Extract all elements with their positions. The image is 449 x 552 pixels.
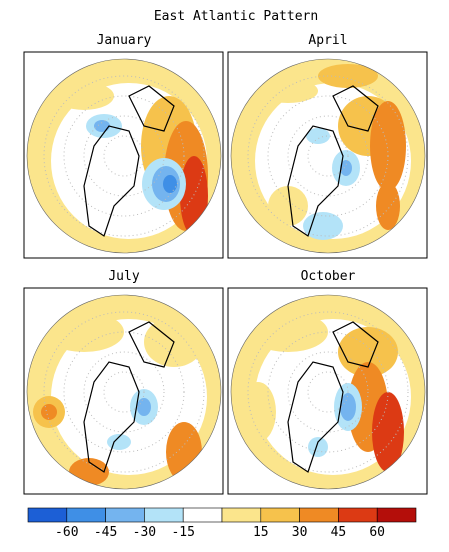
panel-title: January <box>97 33 152 48</box>
colorbar-box <box>182 507 223 523</box>
coastline <box>83 85 175 237</box>
anomaly-layer <box>240 312 404 472</box>
panel-title: April <box>308 33 347 48</box>
latitude-line <box>287 351 369 433</box>
panel-frame <box>227 51 428 259</box>
anomaly-blob <box>306 128 330 144</box>
map-edge <box>26 58 222 254</box>
latitude-line <box>83 351 165 433</box>
anomaly-blob <box>268 186 308 226</box>
colorbar-box <box>66 507 106 523</box>
anomaly-blob <box>54 82 114 110</box>
anomaly-blob <box>44 312 124 352</box>
panel-frame <box>23 287 224 495</box>
colorbar-label: -45 <box>94 525 117 540</box>
anomaly-blob <box>180 156 208 236</box>
anomaly-blob <box>303 212 343 240</box>
latitude-line <box>247 311 409 473</box>
anomaly-blob <box>376 182 400 230</box>
colorbar-box <box>260 507 300 523</box>
latitude-line <box>43 311 205 473</box>
panel-frame <box>227 287 428 495</box>
map-edge <box>230 294 426 490</box>
latitude-line <box>83 115 165 197</box>
latitude-line <box>43 75 205 237</box>
latitude-line <box>63 95 185 217</box>
anomaly-blob <box>340 160 352 176</box>
panel-title: October <box>301 269 356 284</box>
anomaly-blob <box>308 437 328 457</box>
colorbar-box <box>27 507 68 523</box>
anomaly-blob <box>41 404 57 420</box>
colorbar-label: 30 <box>292 525 308 540</box>
anomaly-blob <box>166 422 202 482</box>
anomaly-blob <box>163 175 177 193</box>
panel-title: July <box>108 269 139 284</box>
coastline <box>287 85 379 237</box>
anomaly-layer <box>258 64 406 240</box>
latitude-line <box>103 135 145 177</box>
anomaly-blob <box>338 327 398 377</box>
anomaly-blob <box>318 64 378 88</box>
colorbar-box <box>376 507 417 523</box>
colorbar-label: -30 <box>133 525 156 540</box>
colorbar-box <box>144 507 184 523</box>
anomaly-blob <box>258 79 318 103</box>
map-panel <box>227 287 428 495</box>
panel-frame <box>23 51 224 259</box>
anomaly-blob <box>340 393 356 421</box>
latitude-line <box>267 331 389 453</box>
coastline <box>83 321 175 473</box>
colorbar-label: -60 <box>55 525 78 540</box>
colorbar-label: -15 <box>171 525 194 540</box>
latitude-line <box>307 135 349 177</box>
map-edge <box>26 294 222 490</box>
colorbar-box <box>221 507 262 523</box>
anomaly-blob <box>248 312 328 352</box>
coastline <box>287 321 379 473</box>
colorbar-label: 15 <box>253 525 269 540</box>
map-edge <box>230 58 426 254</box>
map-panel <box>23 287 224 495</box>
latitude-line <box>307 371 349 413</box>
map-panel <box>23 51 224 259</box>
anomaly-blob <box>372 392 404 472</box>
colorbar-box <box>299 507 339 523</box>
figure-title: East Atlantic Pattern <box>154 9 318 24</box>
colorbar-label: 45 <box>331 525 347 540</box>
latitude-line <box>247 75 409 237</box>
anomaly-blob <box>370 101 406 191</box>
anomaly-blob <box>94 120 110 132</box>
colorbar-box <box>105 507 145 523</box>
anomaly-blob <box>240 382 276 442</box>
latitude-line <box>267 95 389 217</box>
latitude-line <box>103 371 145 413</box>
map-panel <box>227 51 428 259</box>
colorbar-box <box>338 507 378 523</box>
latitude-line <box>287 115 369 197</box>
latitude-line <box>63 331 185 453</box>
colorbar-label: 60 <box>369 525 385 540</box>
anomaly-blob <box>137 398 151 416</box>
